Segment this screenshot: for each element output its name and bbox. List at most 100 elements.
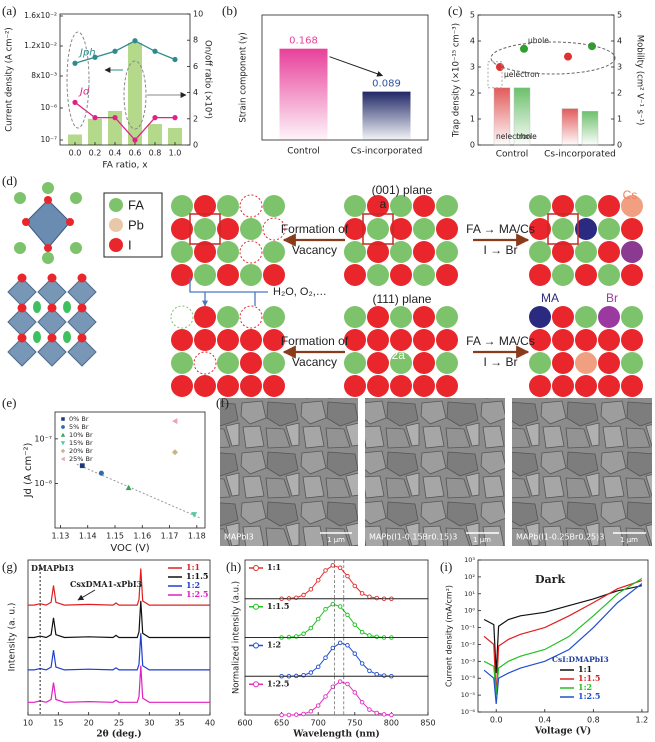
atom (17, 303, 27, 313)
atom (194, 241, 216, 263)
point (352, 622, 358, 627)
point (172, 56, 178, 63)
bar (88, 118, 102, 145)
point (367, 707, 372, 712)
atom (194, 375, 216, 397)
atom (413, 195, 435, 217)
plot-frame (244, 675, 429, 716)
bar (128, 42, 142, 145)
marker (172, 418, 178, 425)
value-label: 0.089 (372, 79, 401, 90)
atom (22, 218, 30, 226)
atom (344, 306, 366, 328)
point (301, 711, 306, 717)
atom (390, 329, 412, 351)
point (374, 595, 380, 601)
y-tick-label: 10⁻³ (461, 657, 476, 665)
arrow-label: Formation of (281, 334, 349, 348)
atom (413, 241, 435, 263)
bar (148, 124, 162, 145)
atom (262, 217, 286, 241)
point (315, 577, 321, 583)
atom (239, 305, 263, 329)
y-axis-title: Intensity (a. u.) (8, 603, 18, 672)
lattice-label: √2a (385, 348, 405, 362)
x-tick-label: 15 (53, 719, 63, 728)
point (279, 712, 284, 718)
y-tick-label: 10⁻⁷ (34, 434, 52, 443)
scale-label: 1 μm (473, 536, 491, 544)
point (112, 115, 118, 121)
atom (598, 195, 620, 217)
atom (413, 352, 435, 374)
legend-marker (253, 565, 259, 571)
pointer (77, 589, 96, 601)
atom (529, 375, 551, 397)
atom (436, 241, 458, 263)
x-tick-label: 650 (274, 719, 289, 728)
octahedron (67, 337, 97, 367)
atom (217, 241, 239, 263)
x-tick-label: 40 (205, 719, 215, 728)
point (152, 48, 158, 54)
atom (552, 306, 574, 328)
highlight (123, 60, 147, 130)
y-tick-label: 10⁰ (464, 607, 475, 615)
atom (436, 218, 458, 240)
series-line (28, 665, 210, 703)
atom (575, 195, 597, 217)
point (352, 690, 358, 695)
atom (344, 352, 366, 374)
atom (390, 195, 412, 217)
atom (240, 375, 262, 397)
atom (33, 331, 41, 343)
atom (240, 329, 262, 351)
point (330, 645, 336, 651)
x-tick-label: 0.6 (129, 149, 142, 158)
atom (390, 241, 412, 263)
atom (70, 192, 82, 204)
point (308, 670, 314, 675)
atom (367, 218, 389, 240)
legend-marker (109, 218, 123, 232)
point (374, 671, 380, 677)
atom (529, 352, 551, 374)
atom (621, 329, 643, 351)
atom (529, 306, 551, 328)
legend-title: CsI:DMAPbI3 (552, 655, 609, 664)
y-tick-label: 10⁻⁸ (34, 479, 52, 488)
legend-label: 1:1.5 (267, 601, 289, 611)
y-tick-label: 10⁻⁶ (461, 708, 476, 716)
y-tick-label: 10⁻⁵ (461, 691, 476, 699)
plot-frame (54, 411, 206, 529)
atom (217, 329, 239, 351)
legend-label: 1:2.5 (578, 691, 600, 701)
y-axis-title: Jd (A cm⁻²) (23, 442, 34, 498)
atom (263, 241, 285, 263)
point (367, 594, 372, 599)
octahedron (25, 199, 71, 249)
atom (367, 306, 389, 328)
series-line (483, 583, 643, 704)
atom (263, 352, 285, 374)
point (72, 60, 78, 66)
atom (575, 306, 597, 328)
atom (529, 195, 551, 217)
x-tick-label: 0.8 (149, 149, 162, 158)
point (315, 664, 321, 670)
x-axis-title: FA ratio, x (102, 161, 148, 171)
bar (581, 110, 599, 146)
atom (367, 352, 389, 374)
atom (575, 264, 597, 286)
x-tick-label: 0.4 (109, 149, 122, 158)
y-axis-title: Normalized intensity (a.u.) (232, 581, 242, 694)
x-axis-title: Wavelength (nm) (292, 729, 380, 740)
series-line (74, 101, 175, 141)
x-tick-label: Control (496, 150, 529, 160)
point (172, 115, 178, 121)
series-line (483, 577, 643, 696)
plot-frame (59, 13, 191, 146)
atom (217, 218, 239, 240)
sem-image (365, 398, 505, 546)
atom (194, 195, 216, 217)
